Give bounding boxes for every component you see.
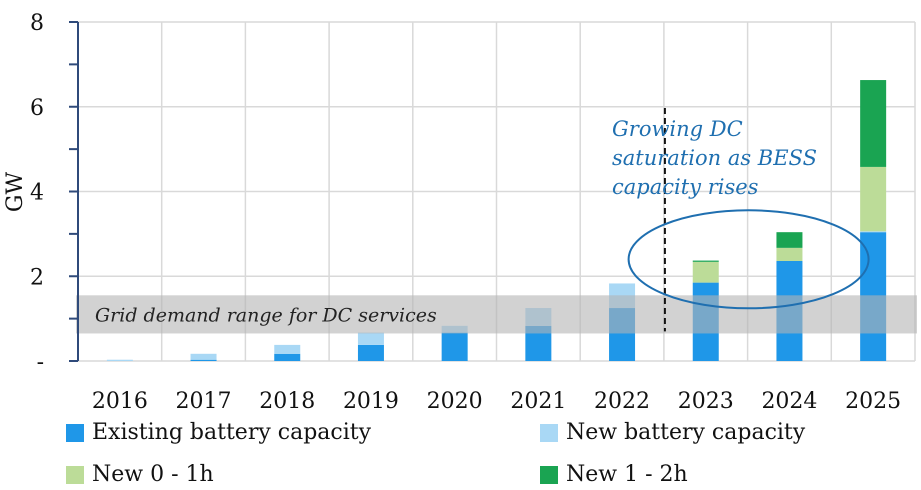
bar-2019-new-battery-capacity [357,332,384,345]
x-tick-label: 2018 [259,389,315,410]
legend-swatch [66,423,84,442]
x-tick-label: 2024 [761,389,817,410]
annotation-line-1: Growing DC [612,117,743,141]
legend-label: Existing battery capacity [92,420,372,445]
y-tick-label: - [37,350,44,375]
grid-demand-band [76,295,917,334]
x-tick-label: 2021 [510,389,566,410]
x-tick-label: 2019 [343,389,399,410]
highlight-ellipse [627,209,870,310]
x-tick-label: 2022 [594,389,650,410]
bar-2020-existing-battery-capacity [441,332,468,361]
band-label: Grid demand range for DC services [95,304,437,326]
x-tick-label: 2017 [176,389,232,410]
bar-2016-new-battery-capacity [106,359,133,361]
annotation-line-2: saturation as BESS [612,146,817,170]
bar-2023-new-0-1h [692,261,719,283]
x-tick-label: 2016 [92,389,148,410]
gridlines [78,21,916,362]
bar-2025-new-0-1h [860,166,887,232]
bar-2017-existing-battery-capacity [190,359,217,361]
bar-2025-new-battery-capacity [860,231,887,233]
bar-2018-new-battery-capacity [274,344,301,354]
y-tick-label: 6 [30,96,44,121]
bar-2019-existing-battery-capacity [357,344,384,361]
bar-2024-new-0-1h [776,247,803,261]
x-tick-label: 2020 [427,389,483,410]
y-tick-label: 2 [30,265,44,290]
bar-2018-existing-battery-capacity [274,353,301,361]
chart: Grid demand range for DC services Growin… [3,11,917,410]
y-axis [69,21,79,362]
bar-2025-new-1-2h [860,80,887,167]
annotation-line-3: capacity rises [612,175,759,199]
bar-2023-new-1-2h [692,260,719,262]
legend-item-new-1-2h: New 1 - 2h [540,462,688,487]
y-axis-label: GW [3,172,28,213]
legend-item-existing: Existing battery capacity [66,420,371,445]
x-tick-label: 2025 [845,389,901,410]
legend-label: New 0 - 1h [92,462,214,487]
y-tick-labels: - 2 4 6 8 [30,11,44,375]
legend-swatch [66,465,84,484]
legend-label: New 1 - 2h [566,462,688,487]
y-tick-label: 4 [30,181,44,206]
bar-2024-new-1-2h [776,232,803,248]
legend-swatch [540,423,558,442]
y-tick-label: 8 [30,11,44,36]
legend-item-new-0-1h: New 0 - 1h [66,462,214,487]
x-tick-label: 2023 [678,389,734,410]
legend-swatch [540,465,558,484]
legend-label: New battery capacity [566,420,806,445]
bar-2017-new-battery-capacity [190,353,217,360]
x-tick-labels: 2016 2017 2018 2019 2020 2021 2022 2023 2024 2025 [92,389,901,410]
legend-item-new-battery: New battery capacity [540,420,805,445]
